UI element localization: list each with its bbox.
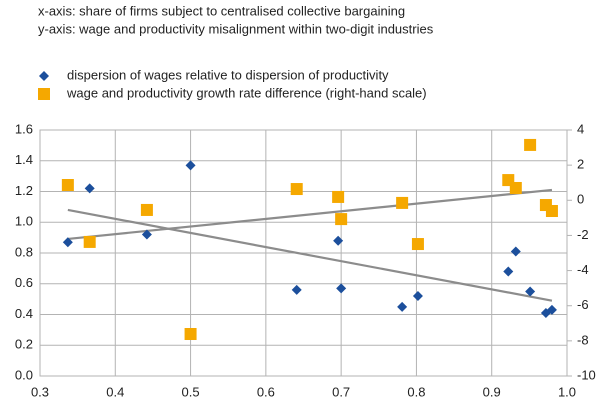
data-point (546, 304, 557, 315)
y2-tick-label: 2 (577, 157, 584, 172)
data-point (83, 235, 96, 248)
y-tick-label: 1.2 (15, 183, 33, 198)
data-point (332, 190, 345, 203)
y-tick-label: 1.4 (15, 152, 33, 167)
y-tick-label: 1.0 (15, 214, 33, 229)
y2-tick-label: 0 (577, 192, 584, 207)
x-tick-label: 0.7 (332, 384, 350, 399)
y2-tick-label: -10 (577, 367, 596, 382)
trend-line (67, 188, 553, 241)
data-point (502, 174, 515, 187)
y-tick-label: 0.2 (15, 337, 33, 352)
y-tick-label: 0.0 (15, 367, 33, 382)
data-point (185, 160, 196, 171)
data-point (335, 213, 348, 226)
annotation: x-axis: share of firms subject to centra… (38, 3, 405, 18)
data-point (524, 138, 537, 151)
x-tick-label: 0.5 (182, 384, 200, 399)
data-point (84, 183, 95, 194)
y2-tick-label: -8 (577, 332, 589, 347)
data-point (291, 284, 302, 295)
y2-tick-label: -4 (577, 262, 589, 277)
x-tick-label: 1.0 (558, 384, 576, 399)
y2-tick-label: -6 (577, 297, 589, 312)
y-tick-label: 0.4 (15, 306, 33, 321)
data-point (140, 203, 153, 216)
legend-label: dispersion of wages relative to dispersi… (67, 67, 389, 82)
x-tick-label: 0.4 (106, 384, 124, 399)
plot-frame (39, 129, 568, 377)
x-tick-label: 0.3 (31, 384, 49, 399)
data-point (503, 266, 514, 277)
data-point (509, 181, 522, 194)
y-tick-label: 1.6 (15, 121, 33, 136)
data-point (333, 235, 344, 246)
data-point (412, 291, 423, 302)
legend-marker (39, 71, 49, 81)
x-tick-label: 0.9 (483, 384, 501, 399)
data-point (336, 283, 347, 294)
y-tick-label: 0.8 (15, 244, 33, 259)
data-point (62, 237, 73, 248)
y2-tick-label: 4 (577, 121, 584, 136)
data-point (290, 183, 303, 196)
data-point (510, 246, 521, 257)
data-point (141, 229, 152, 240)
data-point (61, 178, 74, 191)
data-point (411, 238, 424, 251)
data-point (184, 328, 197, 341)
data-point (397, 301, 408, 312)
data-point (525, 286, 536, 297)
x-tick-label: 0.6 (257, 384, 275, 399)
legend-label: wage and productivity growth rate differ… (66, 85, 427, 100)
y-tick-label: 0.6 (15, 275, 33, 290)
annotation: y-axis: wage and productivity misalignme… (38, 21, 434, 36)
y2-tick-label: -2 (577, 227, 589, 242)
data-point (545, 205, 558, 218)
trend-line (67, 208, 553, 302)
data-point (396, 196, 409, 209)
x-tick-label: 0.8 (407, 384, 425, 399)
legend-marker (38, 88, 50, 100)
